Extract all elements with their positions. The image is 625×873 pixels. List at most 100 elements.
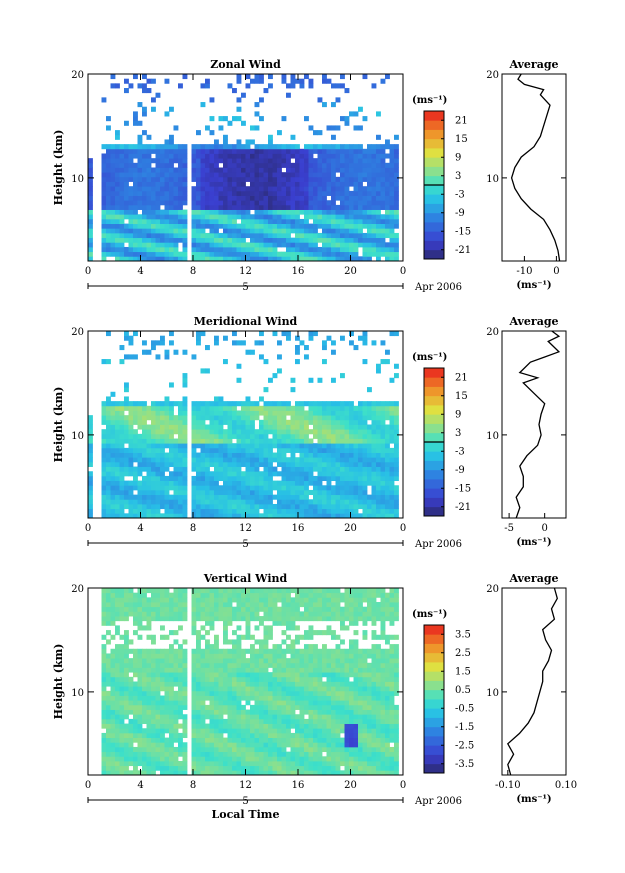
heatmap-cell	[155, 681, 161, 687]
heatmap-cell	[128, 742, 134, 748]
heatmap-cell	[169, 186, 174, 192]
heatmap-cell	[137, 228, 143, 234]
heatmap-cell	[263, 167, 269, 173]
heatmap-cell	[227, 401, 233, 407]
heatmap-cell	[214, 499, 219, 505]
heatmap-cell	[353, 457, 359, 463]
heatmap-cell	[137, 153, 143, 159]
heatmap-cell	[259, 181, 264, 187]
heatmap-cell	[322, 209, 327, 215]
heatmap-cell	[218, 158, 224, 164]
heatmap-cell	[281, 214, 287, 220]
heatmap-cell	[205, 672, 210, 678]
heatmap-cell	[151, 700, 156, 706]
heatmap-cell	[137, 480, 143, 486]
heatmap-cell	[196, 158, 201, 164]
heatmap-cell	[250, 681, 255, 687]
heatmap-cell	[106, 419, 111, 425]
heatmap-cell	[223, 676, 228, 682]
heatmap-cell	[317, 419, 323, 425]
heatmap-cell	[182, 415, 188, 421]
heatmap-cell	[232, 611, 237, 617]
heatmap-cell	[236, 438, 242, 444]
heatmap-cell	[227, 218, 233, 225]
heatmap-cell	[119, 415, 125, 421]
average-x-tick-label: 0	[541, 523, 547, 534]
heatmap-cell	[214, 204, 219, 210]
heatmap-cell	[322, 447, 327, 453]
heatmap-cell	[218, 648, 224, 654]
heatmap-cell	[137, 732, 143, 738]
heatmap-cell	[128, 751, 134, 757]
y-axis-label: Height (km)	[52, 387, 65, 463]
heatmap-cell	[385, 242, 390, 248]
heatmap-cell	[362, 209, 368, 215]
colorbar-tick-label: 15	[455, 391, 468, 402]
heatmap-cell	[245, 457, 251, 463]
heatmap-cell	[119, 746, 125, 753]
heatmap-cell	[281, 251, 287, 257]
heatmap-cell	[245, 625, 251, 631]
heatmap-cell	[367, 405, 372, 411]
heatmap-cell	[133, 770, 138, 776]
heatmap-cell	[313, 405, 318, 411]
heatmap-cell	[322, 74, 327, 80]
heatmap-cell	[394, 429, 399, 435]
heatmap-cell	[137, 676, 143, 682]
heatmap-cell	[385, 457, 390, 463]
heatmap-cell	[281, 172, 287, 178]
heatmap-cell	[232, 200, 237, 206]
heatmap-cell	[308, 419, 314, 425]
heatmap-cell	[362, 190, 368, 196]
heatmap-cell	[142, 461, 147, 467]
heatmap-cell	[164, 176, 170, 182]
heatmap-cell	[394, 461, 399, 467]
heatmap-cell	[268, 246, 273, 253]
heatmap-cell	[164, 349, 170, 355]
heatmap-cell	[191, 401, 197, 407]
heatmap-cell	[191, 438, 197, 444]
heatmap-cell	[232, 499, 237, 505]
heatmap-cell	[236, 746, 242, 753]
heatmap-cell	[182, 186, 188, 192]
heatmap-cell	[358, 447, 363, 453]
heatmap-cell	[169, 153, 174, 159]
heatmap-cell	[106, 251, 111, 257]
heatmap-cell	[268, 405, 273, 411]
colorbar-tick-label: -9	[455, 208, 465, 219]
heatmap-cell	[326, 433, 332, 439]
heatmap-cell	[250, 485, 255, 491]
heatmap-cell	[295, 167, 300, 173]
heatmap-cell	[335, 452, 341, 458]
heatmap-cell	[137, 681, 143, 687]
heatmap-cell	[241, 737, 246, 743]
heatmap-cell	[223, 410, 228, 416]
heatmap-cell	[232, 153, 237, 159]
heatmap-cell	[308, 190, 314, 196]
heatmap-cell	[209, 485, 215, 491]
heatmap-cell	[349, 214, 354, 220]
heatmap-cell	[272, 770, 278, 776]
heatmap-cell	[191, 690, 197, 696]
heatmap-cell	[362, 340, 368, 346]
heatmap-cell	[169, 209, 174, 215]
heatmap-cell	[236, 237, 242, 243]
heatmap-cell	[299, 438, 305, 444]
heatmap-cell	[259, 256, 264, 262]
heatmap-cell	[313, 223, 318, 229]
heatmap-cell	[88, 438, 93, 444]
heatmap-cell	[124, 606, 129, 612]
heatmap-cell	[119, 480, 125, 486]
heatmap-cell	[146, 148, 152, 154]
heatmap-cell	[241, 242, 246, 248]
heatmap-cell	[358, 461, 363, 467]
heatmap-cell	[151, 242, 156, 248]
heatmap-cell	[196, 667, 201, 673]
heatmap-cell	[182, 410, 188, 416]
heatmap-cell	[146, 756, 152, 762]
heatmap-cell	[227, 709, 233, 715]
heatmap-cell	[178, 625, 183, 631]
heatmap-cell	[209, 167, 215, 173]
heatmap-cell	[182, 251, 188, 257]
heatmap-cell	[362, 415, 368, 421]
